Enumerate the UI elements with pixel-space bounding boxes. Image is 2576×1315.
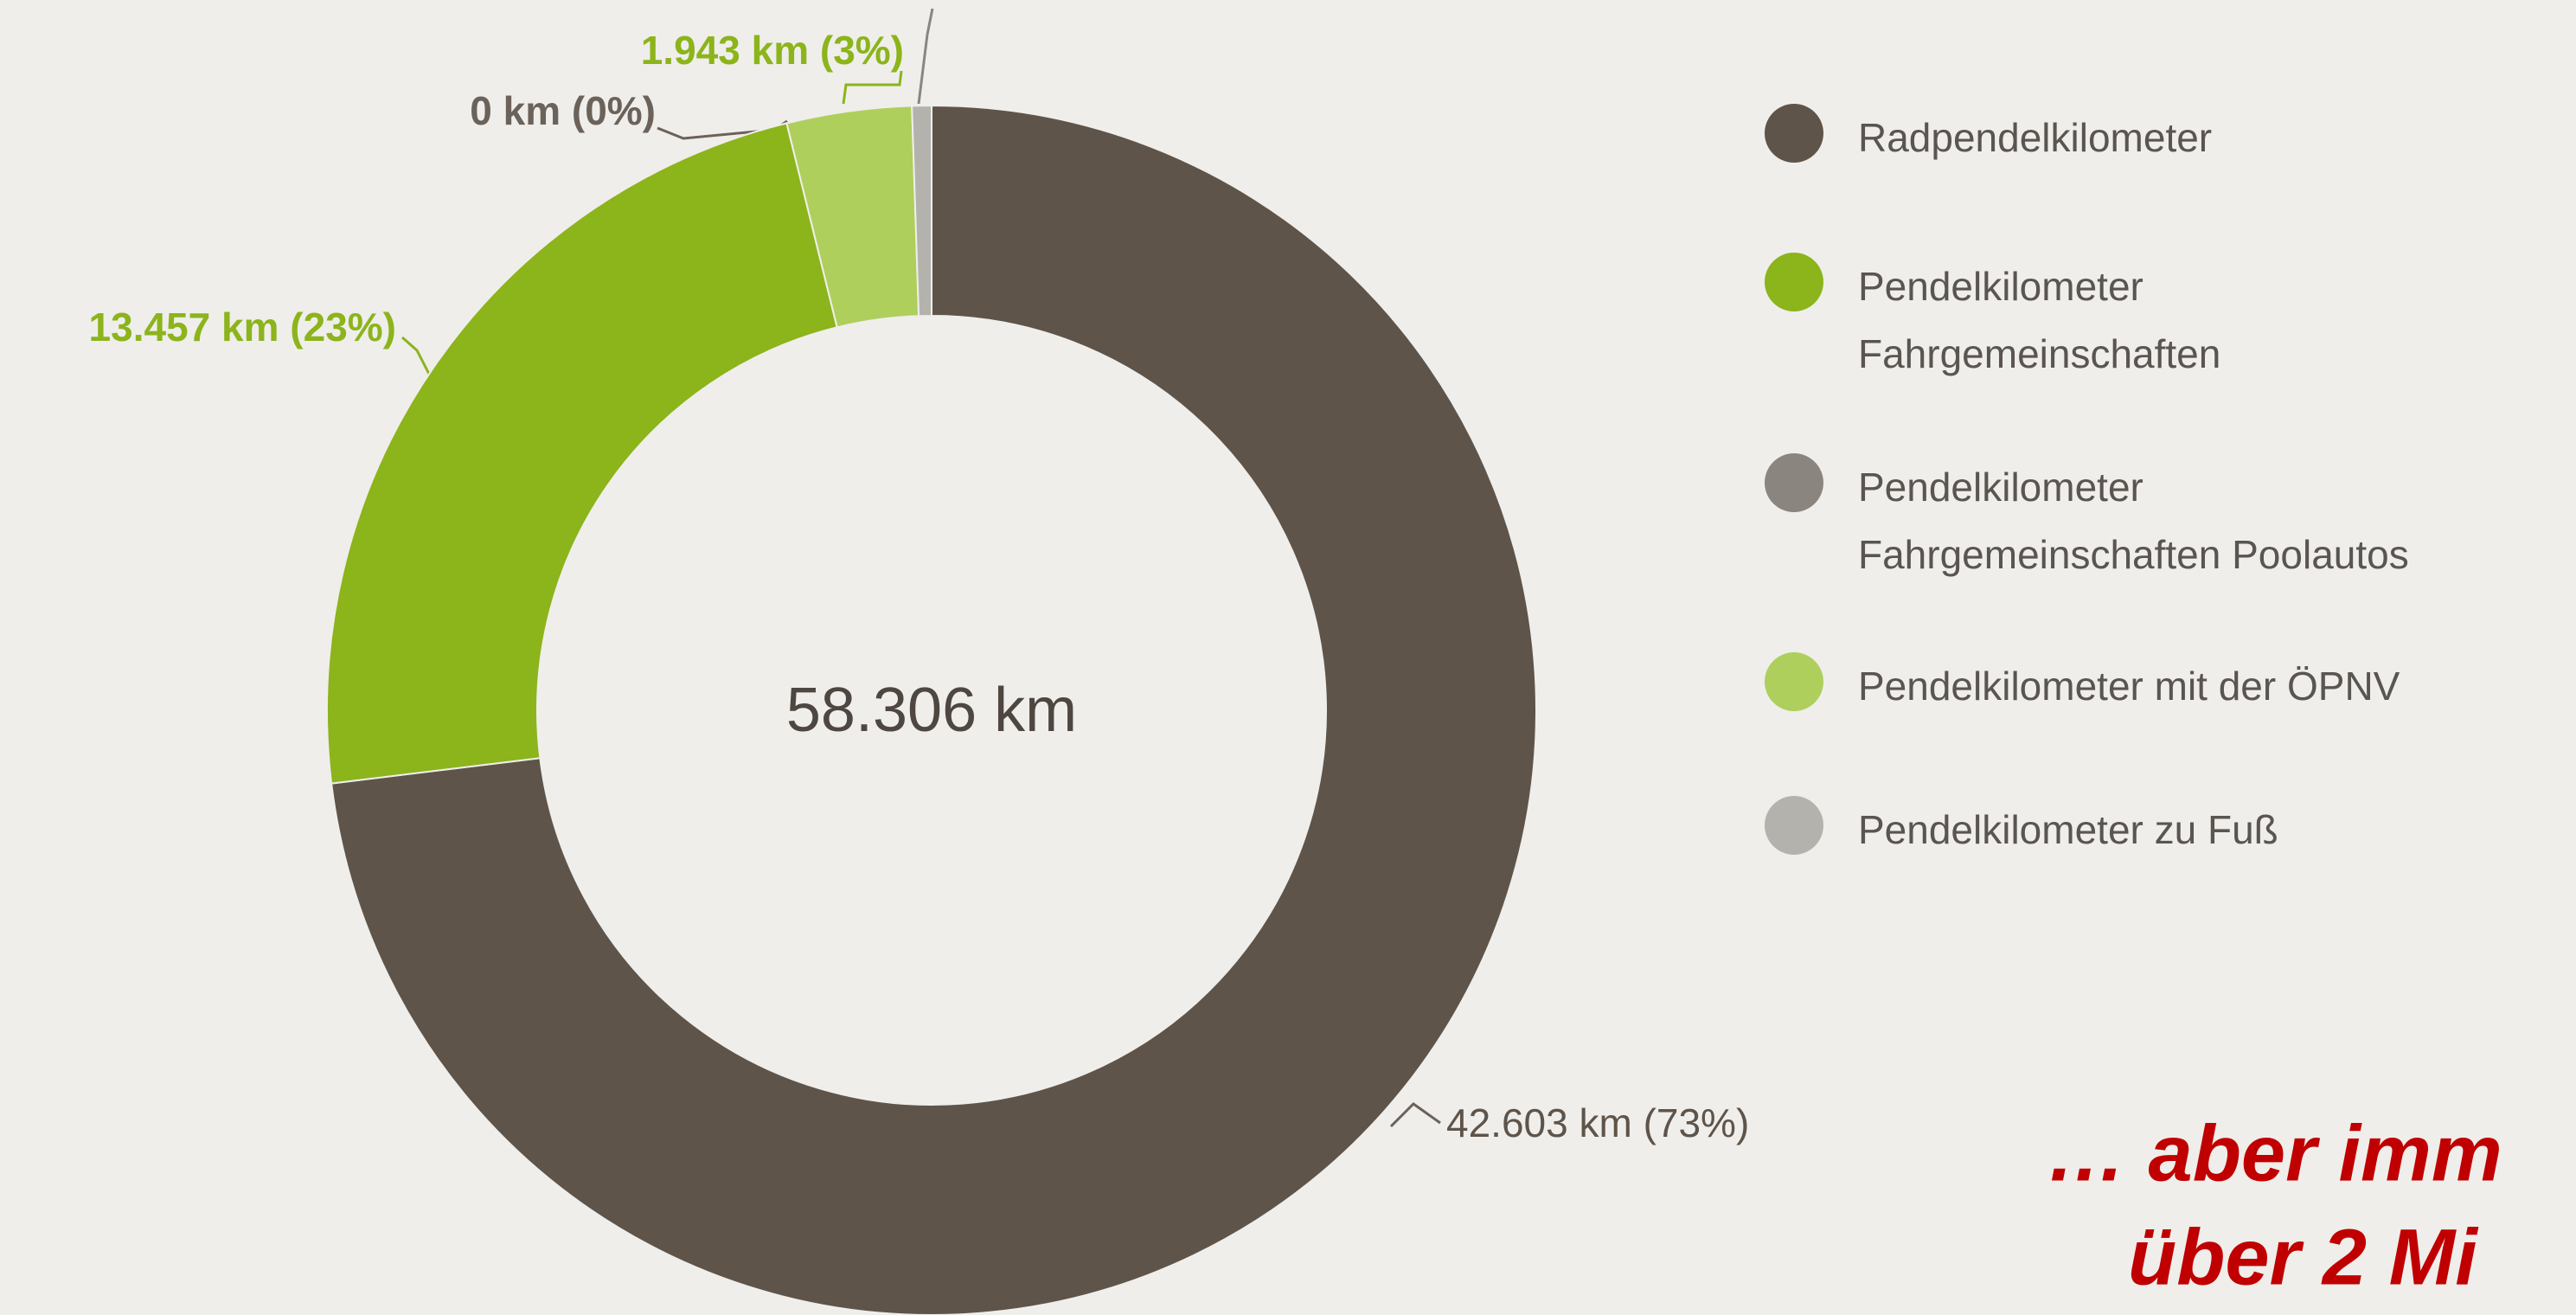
leader-line	[1389, 1102, 1441, 1128]
legend-label: Pendelkilometer zu Fuß	[1858, 807, 2278, 852]
legend-item: Pendelkilometer zu Fuß	[1765, 796, 2515, 863]
center-label: 58.306 km	[786, 676, 1077, 745]
leader-line	[401, 336, 434, 382]
legend-label: Pendelkilometer mit der ÖPNV	[1858, 664, 2400, 709]
legend-label: Radpendelkilometer	[1858, 115, 2213, 160]
donut-slice	[911, 104, 932, 318]
legend-label: Pendelkilometer Fahrgemeinschaften	[1858, 264, 2221, 376]
leader-line	[917, 8, 934, 105]
legend-item: Pendelkilometer Fahrgemeinschaften Poola…	[1765, 453, 2515, 588]
value-label: 0 km (0%)	[470, 88, 656, 133]
annotation: über 2 Mi	[2128, 1213, 2479, 1301]
legend-swatch	[1765, 652, 1823, 711]
legend-swatch	[1765, 104, 1823, 163]
value-label: 42.603 km (73%)	[1446, 1100, 1749, 1145]
legend-swatch	[1765, 253, 1823, 311]
legend-label: Pendelkilometer Fahrgemeinschaften Poola…	[1858, 465, 2409, 577]
legend-item: Radpendelkilometer	[1765, 104, 2515, 171]
legend-item: Pendelkilometer Fahrgemeinschaften	[1765, 253, 2515, 388]
donut-slice	[330, 104, 1537, 1315]
annotation: … aber imm	[2047, 1109, 2502, 1197]
legend-swatch	[1765, 796, 1823, 855]
leader-line	[842, 70, 903, 105]
donut-slice	[326, 122, 838, 785]
value-label: 1.943 km (3%)	[641, 28, 904, 73]
legend-swatch	[1765, 453, 1823, 512]
value-label: 13.457 km (23%)	[89, 305, 396, 350]
legend-item: Pendelkilometer mit der ÖPNV	[1765, 652, 2515, 720]
